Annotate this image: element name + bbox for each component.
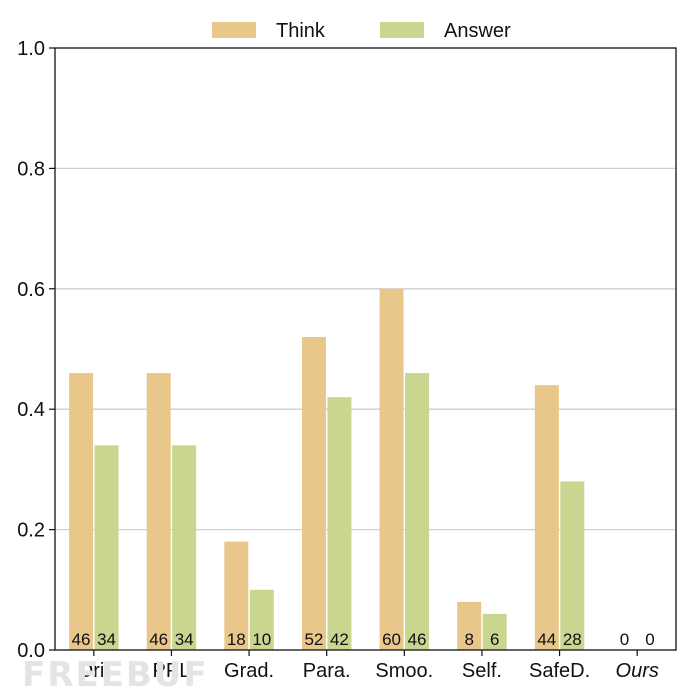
- bar-think: [146, 373, 171, 650]
- legend-swatch-think: [212, 22, 256, 38]
- data-label-answer: 28: [563, 630, 582, 649]
- bar-think: [224, 541, 249, 650]
- bar-answer: [249, 589, 274, 650]
- x-tick-label: Smoo.: [375, 660, 433, 682]
- y-axis-ticks: 0.0 0.2 0.4 0.6 0.8 1.0: [17, 38, 55, 662]
- bar-answer: [172, 445, 197, 650]
- legend: Think Answer: [212, 20, 511, 42]
- data-label-think: 18: [227, 630, 246, 649]
- y-tick-label: 0.6: [17, 279, 45, 301]
- bar-think: [69, 373, 94, 650]
- bar-think: [534, 385, 559, 650]
- legend-label-think: Think: [276, 20, 326, 42]
- data-labels: 46 46 18 52 60 8 44 0 34 34 10 42 46 6 28 0: [72, 630, 655, 649]
- y-tick-label: 0.8: [17, 158, 45, 180]
- x-axis-ticks: Ori. PPL Grad. Para. Smoo. Self. SafeD. Ours: [78, 650, 659, 682]
- bar-answer: [327, 397, 352, 650]
- bar-answer: [560, 481, 585, 650]
- bar-think: [457, 601, 482, 650]
- watermark: FREEBUF: [22, 655, 209, 694]
- legend-label-answer: Answer: [444, 20, 511, 42]
- y-tick-label: 0.0: [17, 640, 45, 662]
- legend-swatch-answer: [380, 22, 424, 38]
- y-tick-label: 0.4: [17, 399, 45, 421]
- bar-think: [379, 288, 404, 650]
- x-tick-label: Grad.: [224, 660, 274, 682]
- data-label-think: 60: [382, 630, 401, 649]
- data-label-think: 44: [537, 630, 556, 649]
- x-tick-label: Para.: [303, 660, 351, 682]
- plot-frame: [54, 47, 677, 651]
- bar-answer: [94, 445, 119, 650]
- data-label-answer: 34: [175, 630, 194, 649]
- bar-answer: [482, 613, 507, 650]
- x-tick-label: SafeD.: [529, 660, 590, 682]
- y-tick-label: 0.2: [17, 520, 45, 542]
- plot-border: [54, 47, 677, 651]
- bar-answer: [405, 373, 430, 650]
- x-tick-label: PPL: [153, 660, 191, 682]
- data-label-answer: 6: [490, 630, 499, 649]
- data-label-answer: 10: [252, 630, 271, 649]
- data-label-think: 46: [72, 630, 91, 649]
- x-tick-label: Self.: [462, 660, 502, 682]
- data-label-answer: 42: [330, 630, 349, 649]
- data-label-think: 52: [304, 630, 323, 649]
- data-label-think: 46: [149, 630, 168, 649]
- data-label-answer: 0: [645, 630, 654, 649]
- x-tick-label: Ori.: [78, 660, 110, 682]
- x-tick-label: Ours: [616, 660, 659, 682]
- data-label-think: 0: [620, 630, 629, 649]
- data-label-answer: 46: [408, 630, 427, 649]
- bars: [69, 288, 585, 650]
- y-tick-label: 1.0: [17, 38, 45, 60]
- data-label-answer: 34: [97, 630, 116, 649]
- bar-think: [301, 336, 326, 650]
- data-label-think: 8: [464, 630, 473, 649]
